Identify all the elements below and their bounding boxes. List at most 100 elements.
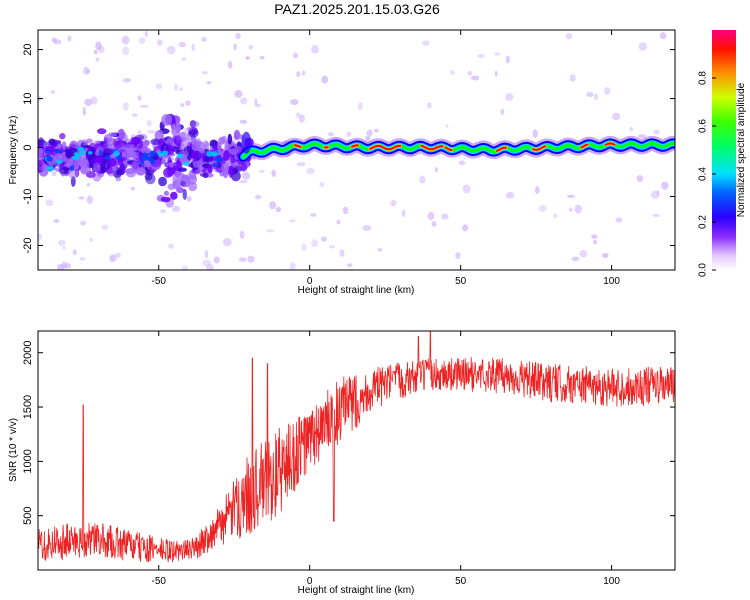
x-tick-label: -50 <box>152 276 167 287</box>
colorbar-tick-label: 0.8 <box>698 71 709 85</box>
spectrogram-blob <box>166 164 175 177</box>
spectrogram-speck <box>636 175 644 182</box>
spectrogram-speck <box>505 55 510 64</box>
spectrogram-speck <box>458 160 466 166</box>
spectrogram-blob <box>164 156 175 162</box>
spectrogram-speck <box>191 43 195 52</box>
spectrogram-speck <box>204 250 209 259</box>
colorbar-tick-label: 0.4 <box>698 167 709 181</box>
spectrogram-hotspot <box>98 150 103 156</box>
spectrogram-speck <box>174 83 178 92</box>
spectrogram-speck <box>364 135 371 141</box>
spectrogram-speck <box>455 252 461 260</box>
spectrogram-blob <box>203 156 214 163</box>
spectrogram-blob <box>182 188 187 200</box>
spectrogram-hotspot <box>206 150 213 157</box>
y-tick-label: -10 <box>22 189 34 205</box>
spectrogram-speck <box>401 209 406 218</box>
spectrogram-speck <box>629 127 634 132</box>
spectrogram-blob <box>217 141 222 151</box>
x-tick-label: 100 <box>603 276 620 287</box>
x-tick-label: -50 <box>152 576 167 587</box>
spectrogram-speck <box>67 35 72 42</box>
spectrogram-speck <box>462 184 471 194</box>
spectrogram-speck <box>255 194 262 200</box>
spectrogram-speck <box>93 50 98 55</box>
spectrogram-speck <box>109 254 117 262</box>
spectrogram-speck <box>245 56 251 60</box>
spectrogram-blob <box>96 128 107 135</box>
spectrogram-speck <box>61 261 68 269</box>
spectrogram-speck <box>156 39 163 46</box>
spectrogram-speck <box>130 186 136 191</box>
spectrogram-speck <box>568 207 573 212</box>
spectrogram-speck <box>166 45 176 55</box>
spectrogram-speck <box>419 175 426 184</box>
spectrogram-blob <box>158 176 167 187</box>
spectrogram-speck <box>366 129 373 137</box>
spectrogram-speck <box>247 255 255 263</box>
spectrogram-blob <box>116 169 125 176</box>
spectrogram-speck <box>180 102 185 108</box>
spectrogram-speck <box>478 53 485 59</box>
spectrogram-blob <box>135 139 144 149</box>
spectrogram-speck <box>84 98 92 107</box>
spectrogram-speck <box>122 102 129 111</box>
spectrogram-blob <box>240 162 248 172</box>
spectrogram-blob <box>202 140 209 149</box>
spectrogram-speck <box>450 70 455 75</box>
spectrogram-speck <box>301 243 307 252</box>
spectrogram-speck <box>637 134 647 139</box>
spectrogram-speck <box>38 233 42 241</box>
ridge-hot-segment <box>495 146 507 152</box>
x-tick-label: 0 <box>307 276 313 287</box>
spectrogram-speck <box>137 95 142 101</box>
spectrogram-hotspot <box>113 150 120 157</box>
spectrogram-speck <box>271 169 277 177</box>
spectrogram-speck <box>98 46 105 54</box>
spectrogram-speck <box>427 102 432 110</box>
spectrogram-blob <box>180 142 185 150</box>
spectrogram-blob <box>207 164 213 173</box>
colorbar-gradient <box>712 30 736 270</box>
spectrogram-speck <box>289 262 296 270</box>
spectrogram-speck <box>235 32 241 40</box>
spectrogram-hotspot <box>140 154 149 161</box>
spectrogram-speck <box>138 37 146 44</box>
spectrogram-speck <box>83 66 90 75</box>
spectrogram-speck <box>201 71 209 75</box>
spectrogram-speck <box>72 249 77 256</box>
spectrogram-blob <box>92 162 101 173</box>
x-tick-label: 100 <box>603 576 620 587</box>
spectrogram-speck <box>321 75 329 84</box>
spectrogram-blob <box>161 114 173 126</box>
spectrogram-hotspot <box>215 157 224 163</box>
spectrogram-speck <box>574 204 582 214</box>
spectrogram-speck <box>319 182 325 188</box>
spectrogram-speck <box>82 106 87 116</box>
spectrogram-hotspot <box>149 151 156 157</box>
spectrogram-blob <box>48 138 56 146</box>
spectrogram-speck <box>311 45 319 54</box>
spectrogram-blob <box>228 167 234 178</box>
spectrogram-hotspot <box>212 163 220 168</box>
spectrogram-speck <box>213 256 220 264</box>
colorbar-tick-label: 0.6 <box>698 119 709 133</box>
spectrogram-hotspot <box>73 155 78 160</box>
spectrogram-speck <box>301 70 306 76</box>
spectrogram-hotspot <box>150 159 156 165</box>
snr-frame <box>37 330 676 571</box>
spectrogram-speck <box>656 189 660 196</box>
spectrogram-speck <box>51 37 57 43</box>
spectrogram-blob <box>105 165 113 175</box>
spectrogram-blob <box>82 139 87 147</box>
spectrogram-speck <box>258 169 265 174</box>
spectrogram-speck <box>139 104 149 108</box>
ridge-hot-segment <box>604 142 616 146</box>
spectrogram-blob <box>180 180 186 187</box>
spectrogram-speck <box>57 263 65 270</box>
spectrogram-speck <box>298 114 305 123</box>
spectrogram-speck <box>101 224 109 230</box>
spectrogram-blob <box>169 162 174 168</box>
